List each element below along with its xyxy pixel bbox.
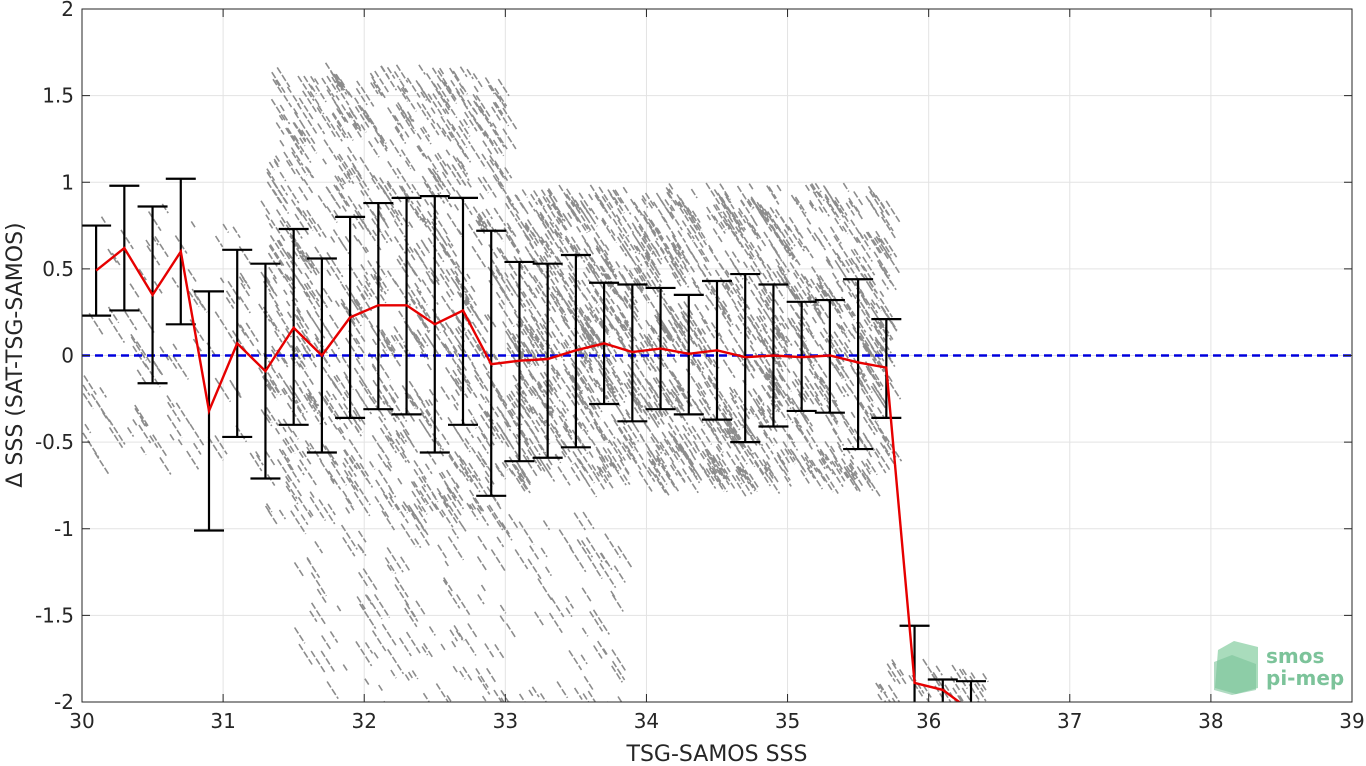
x-tick-label-1: 31 (210, 709, 235, 733)
logo-wave-shade-icon (1214, 655, 1256, 695)
y-tick-label-2: -1 (54, 517, 74, 541)
y-axis-label: Δ SSS (SAT-TSG-SAMOS) (3, 222, 28, 487)
error-bar-29 (899, 624, 930, 702)
x-tick-labels: 30 31 32 33 34 35 36 37 38 39 (69, 709, 1364, 733)
x-tick-label-3: 33 (493, 709, 518, 733)
x-axis-label: TSG-SAMOS SSS (626, 742, 808, 766)
scatter-streaks (82, 62, 989, 702)
error-bar-27 (843, 278, 874, 451)
x-tick-label-8: 38 (1198, 709, 1223, 733)
error-bar-31 (956, 680, 986, 702)
y-tick-label-6: 1 (61, 170, 74, 194)
x-tick-label-0: 30 (69, 709, 94, 733)
y-tick-label-7: 1.5 (42, 84, 74, 108)
y-tick-label-0: -2 (54, 690, 74, 714)
mean-polyline (95, 246, 962, 702)
x-tick-label-7: 37 (1057, 709, 1082, 733)
x-tick-label-5: 35 (775, 709, 800, 733)
x-tick-label-6: 36 (916, 709, 941, 733)
y-tick-label-4: 0 (61, 344, 74, 368)
y-tick-label-1: -1.5 (35, 603, 74, 627)
axis-ticks (81, 8, 1353, 703)
y-tick-labels: -2 -1.5 -1 -0.5 0 0.5 1 1.5 2 (35, 0, 74, 714)
y-tick-label-5: 0.5 (42, 257, 74, 281)
y-tick-label-8: 2 (61, 0, 74, 21)
logo-text-pi-mep: pi-mep (1266, 666, 1344, 690)
error-bar-16 (532, 262, 563, 459)
x-tick-label-2: 32 (351, 709, 376, 733)
y-tick-label-3: -0.5 (35, 430, 74, 454)
scatter-cloud (82, 62, 989, 702)
x-tick-label-4: 34 (634, 709, 659, 733)
x-tick-label-9: 39 (1339, 709, 1364, 733)
logo-text-smos: smos (1266, 644, 1324, 668)
mean-line (95, 246, 962, 702)
smos-pi-mep-logo: smos pi-mep (1214, 641, 1344, 695)
